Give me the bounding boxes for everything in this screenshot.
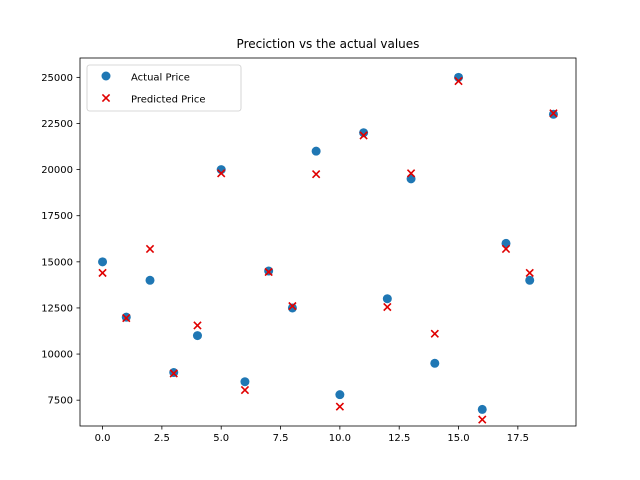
actual-price-point [525,275,535,285]
legend: Actual Price Predicted Price [86,64,242,112]
y-tick-label: 10000 [41,350,73,361]
actual-price-point [145,275,155,285]
y-tick-label: 12500 [41,303,73,314]
predicted-price-point [430,329,439,338]
x-tick-label: 15.0 [447,433,469,444]
predicted-price-point [288,301,297,311]
predicted-price-point [240,385,250,395]
actual-price-point [192,331,202,341]
predicted-price-point [122,313,131,323]
predicted-price-point [383,302,392,312]
predicted-price-point [501,244,511,254]
predicted-price-point [478,415,487,424]
predicted-price-point [525,268,534,278]
predicted-price-point [335,402,345,411]
series-actual-price [98,72,558,414]
y-axis: 7500 10000 12500 15000 17500 20000 22500 25000 [41,73,80,407]
x-tick-label: 17.5 [507,433,529,444]
actual-price-point [311,146,321,156]
x-tick-label: 2.5 [154,433,170,444]
predicted-price-point [217,169,226,178]
predicted-price-point [359,131,368,140]
legend-predicted-marker [101,93,111,103]
predicted-price-point [98,268,107,278]
x-tick-label: 5.0 [213,433,229,444]
actual-price-point [382,294,392,304]
chart-title: Preciction vs the actual values [237,37,420,51]
x-tick-label: 12.5 [388,433,410,444]
series-predicted-price [98,76,558,424]
x-tick-label: 0.0 [95,433,111,444]
predicted-price-point [549,109,558,118]
x-tick-label: 7.5 [273,433,289,444]
x-axis: 0.0 2.5 5.0 7.5 10.0 12.5 15.0 17.5 [95,426,529,444]
actual-price-point [98,257,108,267]
legend-actual-marker [101,71,111,81]
legend-box [86,64,242,112]
legend-label: Actual Price [131,73,190,84]
y-tick-label: 17500 [41,211,73,222]
y-tick-label: 22500 [41,119,73,130]
predicted-price-point [454,76,463,86]
predicted-price-point [193,321,202,330]
predicted-price-point [406,169,416,178]
actual-price-point [240,377,250,387]
predicted-price-point [264,267,273,277]
y-tick-label: 20000 [41,165,73,176]
actual-price-point [335,390,345,400]
x-tick-label: 10.0 [329,433,351,444]
actual-price-point [287,303,297,313]
y-tick-label: 15000 [41,257,73,268]
predicted-price-point [311,170,321,179]
actual-price-point [430,358,440,368]
actual-price-point [477,404,487,414]
predicted-price-point [169,369,178,378]
y-tick-label: 7500 [48,396,73,407]
predicted-price-point [145,244,155,254]
y-tick-label: 25000 [41,73,73,84]
legend-label: Predicted Price [131,95,206,106]
plot-frame [79,57,577,427]
plot-area [98,72,558,424]
actual-price-point [359,128,369,138]
